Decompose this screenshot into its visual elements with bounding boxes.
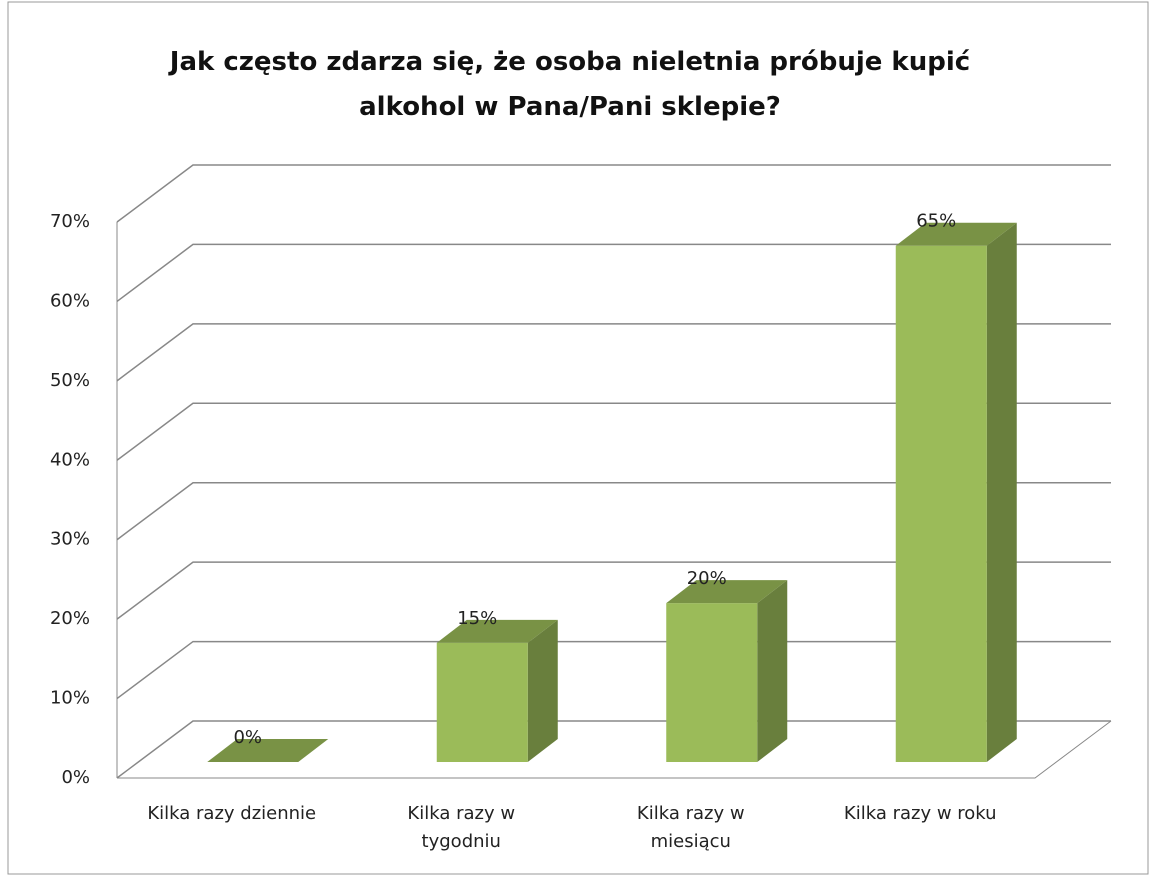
y-tick-label: 0%: [61, 767, 90, 788]
grid-line: [116, 640, 1111, 700]
data-label: 15%: [457, 608, 497, 629]
grid-line: [116, 481, 1111, 541]
bar-side: [527, 619, 558, 762]
x-tick-label: Kilka razy w tygodniu: [407, 803, 516, 852]
grid-line: [116, 402, 1111, 461]
bar-front: [666, 603, 758, 762]
bar-top: [895, 222, 1017, 246]
grid-line: [116, 323, 1111, 382]
grid-line: [116, 243, 1111, 303]
bar-top: [436, 619, 558, 643]
grid-line: [116, 561, 1111, 620]
grid-line: [116, 164, 1111, 223]
y-tick-label: 10%: [50, 688, 90, 709]
bar-front: [895, 245, 987, 762]
x-tick-label: Kilka razy dziennie: [147, 803, 317, 824]
bar-top: [207, 739, 329, 762]
grid-line: [116, 720, 1111, 779]
y-tick-label: 70%: [50, 211, 90, 232]
y-tick-label: 30%: [50, 529, 90, 550]
chart-title: Jak często zdarza się, że osoba nieletni…: [169, 47, 971, 122]
bar-side: [986, 222, 1017, 762]
floor: [117, 720, 1112, 779]
bar-side: [757, 580, 788, 762]
data-label: 0%: [233, 727, 262, 748]
data-label: 20%: [687, 568, 727, 589]
chart-frame: [7, 1, 1149, 875]
y-tick-label: 60%: [50, 290, 90, 311]
x-tick-label: Kilka razy w roku: [843, 803, 997, 824]
y-tick-label: 50%: [50, 370, 90, 391]
bar: [666, 580, 788, 762]
bar: [207, 739, 329, 762]
bar-front: [436, 642, 528, 762]
bar-top: [666, 580, 788, 604]
y-tick-label: 20%: [50, 608, 90, 629]
data-label: 65%: [916, 211, 956, 232]
bar: [436, 619, 558, 762]
x-tick-label: Kilka razy w miesiącu: [636, 803, 745, 852]
bar: [895, 222, 1017, 762]
y-tick-label: 40%: [50, 449, 90, 470]
